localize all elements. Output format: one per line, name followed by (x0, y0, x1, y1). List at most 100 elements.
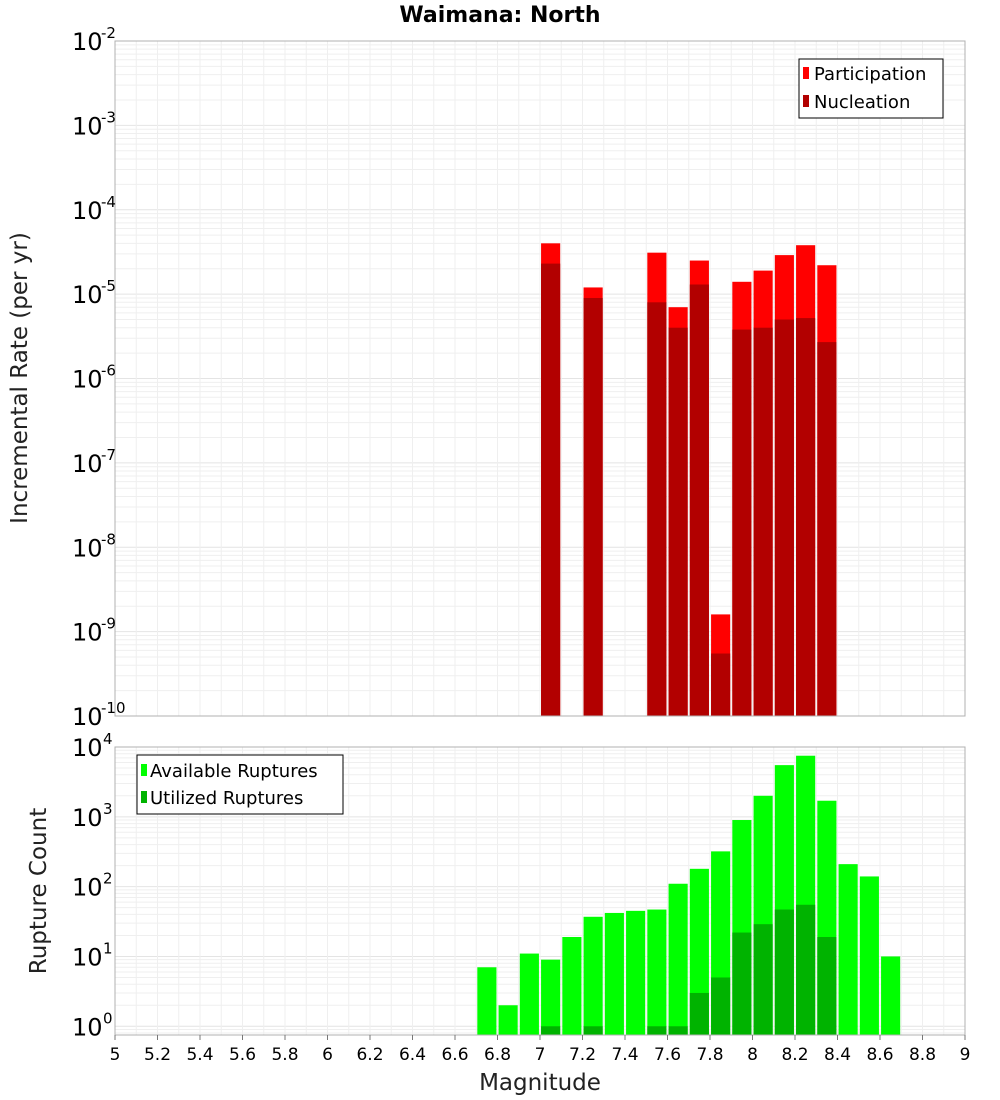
bar-nucleation (689, 284, 709, 716)
top-legend-box (798, 58, 944, 119)
x-tick-label: 6 (322, 1045, 333, 1065)
top-bars (541, 243, 837, 717)
bar-utilized-ruptures (753, 924, 773, 1035)
y-tick-exponent: -7 (101, 446, 116, 464)
x-tick-label: 7 (535, 1045, 546, 1065)
x-tick-label: 5.6 (229, 1045, 256, 1065)
y-tick-exponent: 0 (103, 1009, 113, 1027)
bar-available-ruptures (477, 967, 497, 1035)
bar-available-ruptures (519, 953, 539, 1035)
bar-available-ruptures (604, 912, 624, 1035)
y-tick-exponent: -3 (101, 108, 116, 126)
bottom-legend-box (136, 754, 344, 815)
bar-available-ruptures (881, 956, 901, 1035)
y-tick-label: 10 (72, 874, 103, 902)
bar-available-ruptures (859, 876, 879, 1035)
x-tick-label: 7.6 (654, 1045, 681, 1065)
x-ticks: 5 5.2 5.4 5.6 5.8 6 6.2 6.4 6.6 6.8 7 7.2 7.4 7.6 7.8 8… (110, 1035, 971, 1065)
x-tick-label: 7.8 (696, 1045, 723, 1065)
y-tick-label: 10 (72, 534, 103, 562)
legend-label-available: Available Ruptures (150, 761, 318, 782)
y-tick-label: 10 (72, 450, 103, 478)
y-tick-exponent: 1 (103, 939, 113, 957)
bar-nucleation (732, 329, 752, 716)
x-tick-label: 6.8 (484, 1045, 511, 1065)
y-tick-exponent: -6 (101, 362, 116, 380)
x-tick-label: 9 (960, 1045, 971, 1065)
bottom-y-axis-label: Rupture Count (26, 808, 52, 974)
legend-label-nucleation: Nucleation (814, 92, 910, 113)
y-tick-label: 10 (72, 1013, 103, 1041)
x-axis-label: Magnitude (479, 1070, 601, 1096)
bar-nucleation (668, 327, 688, 716)
bar-utilized-ruptures (796, 904, 816, 1035)
y-tick-exponent: -10 (101, 699, 126, 717)
bar-available-ruptures (668, 883, 688, 1035)
x-tick-label: 8 (747, 1045, 758, 1065)
y-tick-label: 10 (72, 619, 103, 647)
bar-nucleation (711, 653, 731, 716)
top-y-ticks: 10-210-310-410-510-610-710-810-910-10 (72, 24, 126, 731)
bar-nucleation (647, 302, 667, 716)
y-tick-label: 10 (72, 197, 103, 225)
y-tick-label: 10 (72, 703, 103, 731)
bar-utilized-ruptures (668, 1026, 688, 1035)
x-tick-label: 5.2 (144, 1045, 171, 1065)
y-tick-exponent: -4 (101, 193, 116, 211)
bar-nucleation (774, 319, 794, 716)
top-y-axis-label: Incremental Rate (per yr) (7, 232, 33, 524)
legend-swatch-nucleation (803, 95, 809, 107)
bar-nucleation (796, 318, 816, 716)
legend-label-participation: Participation (814, 64, 926, 85)
y-tick-label: 10 (72, 943, 103, 971)
y-tick-exponent: 4 (103, 730, 113, 748)
y-tick-label: 10 (72, 28, 103, 56)
x-tick-label: 6.2 (356, 1045, 383, 1065)
y-tick-exponent: 3 (103, 800, 113, 818)
chart-title: Waimana: North (399, 3, 600, 28)
y-tick-exponent: -5 (101, 277, 116, 295)
bar-available-ruptures (583, 916, 603, 1035)
bar-available-ruptures (541, 959, 561, 1035)
bar-available-ruptures (626, 910, 646, 1035)
x-tick-label: 5 (110, 1045, 121, 1065)
bar-available-ruptures (647, 909, 667, 1035)
legend-swatch-utilized (141, 791, 147, 803)
bar-nucleation (753, 327, 773, 716)
y-tick-label: 10 (72, 734, 103, 762)
x-tick-label: 6.4 (399, 1045, 426, 1065)
bar-utilized-ruptures (774, 909, 794, 1035)
bar-utilized-ruptures (541, 1026, 561, 1035)
bar-utilized-ruptures (583, 1026, 603, 1035)
x-tick-label: 8.8 (909, 1045, 936, 1065)
top-grid (114, 40, 966, 717)
bar-utilized-ruptures (817, 936, 837, 1035)
top-plot-frame (114, 40, 966, 717)
x-tick-label: 8.4 (824, 1045, 851, 1065)
bar-utilized-ruptures (732, 932, 752, 1035)
bar-nucleation (583, 297, 603, 716)
bar-nucleation (817, 342, 837, 716)
x-tick-label: 8.2 (781, 1045, 808, 1065)
x-tick-label: 6.6 (441, 1045, 468, 1065)
bar-available-ruptures (838, 864, 858, 1035)
x-tick-label: 5.4 (186, 1045, 213, 1065)
x-tick-label: 5.8 (271, 1045, 298, 1065)
x-tick-label: 7.2 (569, 1045, 596, 1065)
bar-available-ruptures (562, 936, 582, 1035)
y-tick-label: 10 (72, 804, 103, 832)
bar-utilized-ruptures (711, 977, 731, 1035)
y-tick-label: 10 (72, 112, 103, 140)
y-tick-label: 10 (72, 366, 103, 394)
top-legend: Participation Nucleation (798, 58, 944, 119)
bar-utilized-ruptures (647, 1026, 667, 1035)
bar-available-ruptures (498, 1005, 518, 1035)
y-tick-exponent: -2 (101, 24, 116, 42)
bottom-bars (477, 755, 901, 1035)
legend-swatch-available (141, 764, 147, 776)
y-tick-label: 10 (72, 281, 103, 309)
y-tick-exponent: 2 (103, 870, 113, 888)
